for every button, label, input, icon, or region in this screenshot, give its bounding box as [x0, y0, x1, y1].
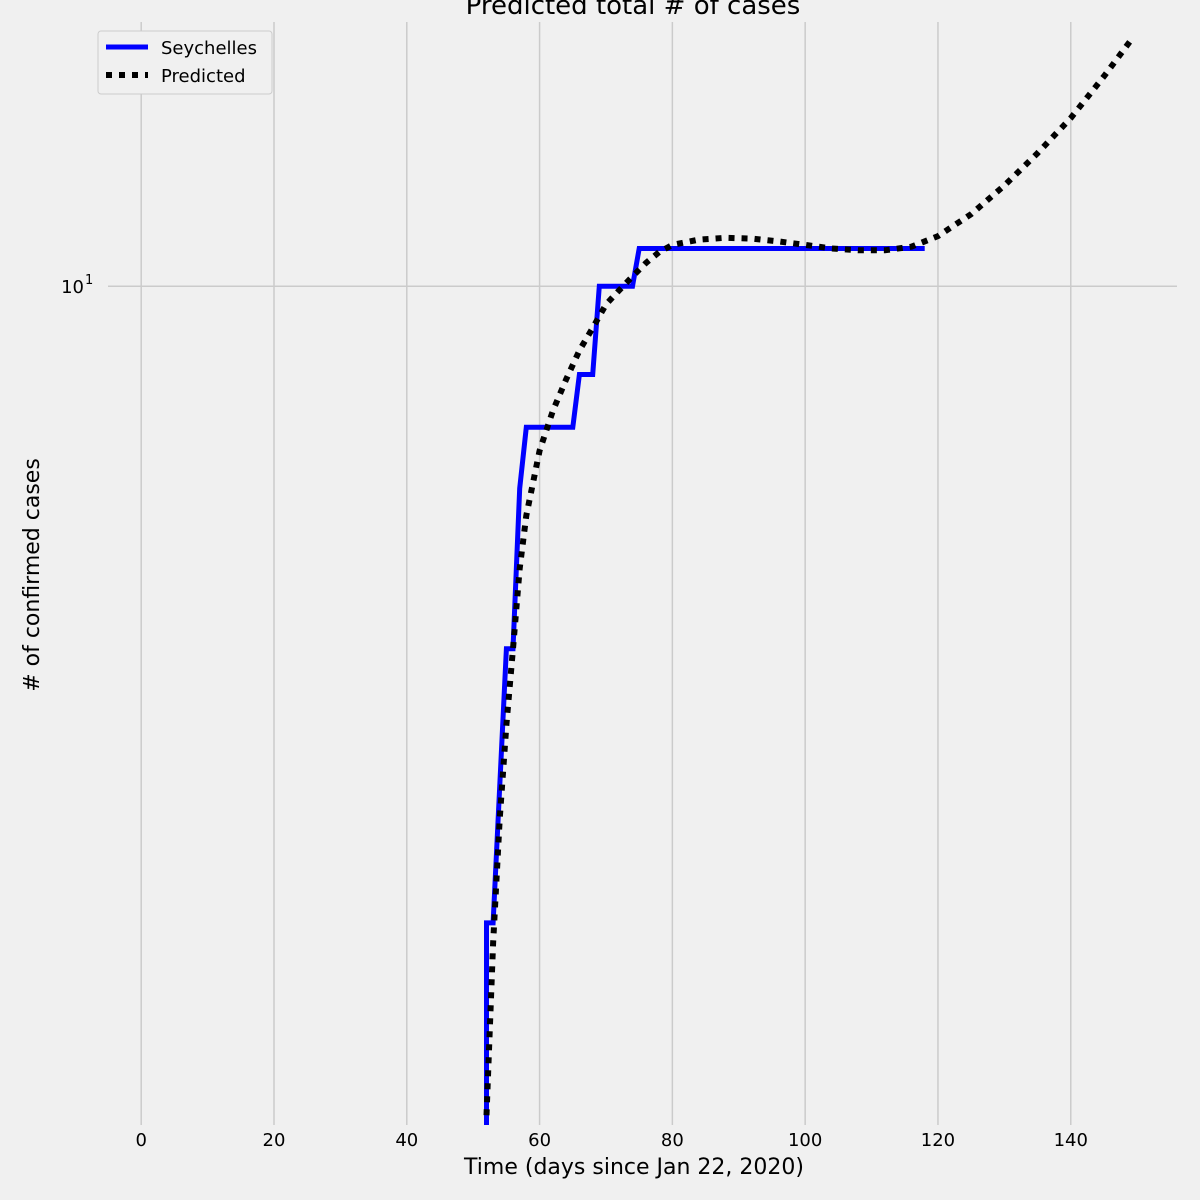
legend-label-seychelles: Seychelles	[161, 38, 257, 59]
y-tick-exponent: 1	[85, 273, 93, 288]
x-tick-label: 120	[921, 1130, 955, 1151]
x-axis-label: Time (days since Jan 22, 2020)	[463, 1155, 804, 1180]
x-tick-label: 80	[661, 1130, 684, 1151]
x-tick-label: 0	[135, 1130, 146, 1151]
x-tick-label: 100	[788, 1130, 822, 1151]
series-line-seychelles	[484, 246, 925, 1125]
y-axis-label: # of confirmed cases	[20, 458, 45, 692]
x-tick-label: 60	[528, 1130, 551, 1151]
series-line-predicted	[483, 38, 1133, 1116]
series-lines	[483, 38, 1133, 1125]
x-tick-label: 140	[1054, 1130, 1088, 1151]
chart-title: Predicted total # of cases	[466, 0, 801, 21]
y-tick-label: 10	[61, 277, 84, 298]
x-tick-label: 40	[395, 1130, 418, 1151]
legend-label-predicted: Predicted	[161, 66, 246, 87]
legend: Seychelles Predicted	[97, 30, 273, 95]
grid-lines	[108, 22, 1177, 1125]
x-tick-labels: 0 20 40 60 80 100 120 140	[135, 1130, 1087, 1151]
x-tick-label: 20	[263, 1130, 286, 1151]
y-tick-labels: 10 1	[61, 273, 93, 298]
